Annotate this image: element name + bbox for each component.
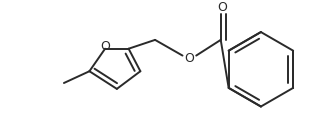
Text: O: O: [100, 40, 110, 53]
Text: O: O: [218, 1, 228, 14]
Text: O: O: [184, 52, 194, 65]
